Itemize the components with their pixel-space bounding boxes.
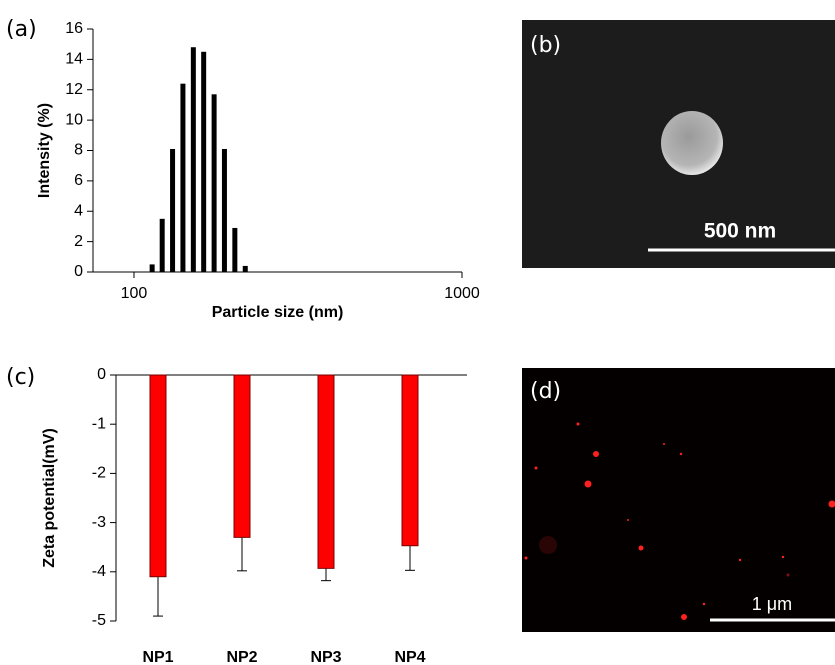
particle bbox=[661, 111, 723, 175]
bar bbox=[170, 148, 176, 272]
image-bg bbox=[522, 368, 835, 632]
bar bbox=[180, 83, 186, 272]
image-label: (b) bbox=[530, 33, 561, 58]
x-axis-label: Particle size (nm) bbox=[212, 304, 344, 321]
sem-image: (b) 500 nm bbox=[522, 20, 835, 268]
y-tick-label: 16 bbox=[65, 20, 83, 37]
x-tick-label: NP1 bbox=[142, 649, 173, 665]
bar bbox=[401, 374, 419, 547]
scale-label: 1 μm bbox=[752, 594, 792, 614]
y-tick-label: 10 bbox=[65, 111, 83, 128]
y-tick-label: -4 bbox=[92, 563, 106, 580]
bar bbox=[159, 218, 165, 272]
bar bbox=[242, 265, 248, 272]
y-tick-label: -3 bbox=[92, 514, 106, 531]
y-tick-label: -5 bbox=[92, 612, 106, 629]
y-tick-label: -1 bbox=[92, 415, 106, 432]
x-tick-label: NP3 bbox=[310, 649, 341, 665]
bar bbox=[190, 47, 196, 272]
x-tick-label: NP4 bbox=[394, 649, 425, 665]
bar bbox=[221, 148, 227, 272]
fluorescence-image: (d) 1 μm bbox=[522, 368, 835, 632]
y-tick-label: 0 bbox=[74, 263, 83, 280]
y-tick-label: 12 bbox=[65, 81, 83, 98]
y-axis-label: Zeta potential(mV) bbox=[41, 428, 58, 568]
panel-label: (c) bbox=[6, 365, 35, 390]
x-tick-label: 1000 bbox=[444, 285, 480, 302]
x-tick-label: NP2 bbox=[226, 649, 257, 665]
y-tick-label: 4 bbox=[74, 202, 83, 219]
bar bbox=[149, 264, 155, 272]
scale-label: 500 nm bbox=[704, 220, 776, 243]
y-tick-label: 0 bbox=[97, 366, 106, 383]
bar bbox=[211, 94, 217, 273]
y-tick-label: 14 bbox=[65, 51, 83, 68]
y-tick-label: -2 bbox=[92, 465, 106, 482]
bar bbox=[201, 51, 207, 272]
y-tick-label: 8 bbox=[74, 142, 83, 159]
y-axis-label: Intensity (%) bbox=[36, 103, 53, 198]
dots bbox=[524, 422, 835, 620]
image-label: (d) bbox=[530, 379, 561, 404]
y-tick-label: 2 bbox=[74, 233, 83, 250]
bar bbox=[317, 374, 335, 569]
x-tick-label: 100 bbox=[121, 285, 148, 302]
panel-label: (a) bbox=[6, 17, 37, 42]
bar bbox=[149, 374, 167, 578]
bar bbox=[232, 227, 238, 272]
bar bbox=[233, 374, 251, 538]
y-tick-label: 6 bbox=[74, 172, 83, 189]
